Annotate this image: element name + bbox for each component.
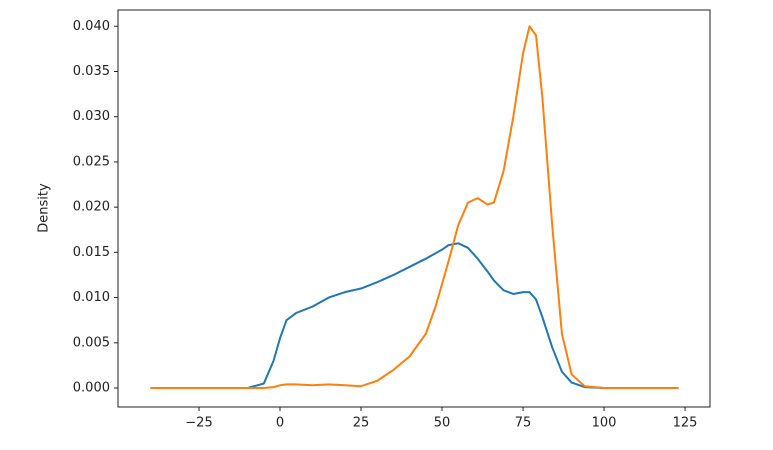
plot-frame [117,9,711,408]
y-tick-label: 0.025 [73,154,110,169]
y-tick-label: 0.030 [73,109,110,124]
density-line [150,242,679,390]
x-tick-label: 100 [592,416,617,431]
density-line [150,25,679,390]
y-axis-label: Density [37,183,52,233]
x-tick-label: 50 [434,416,451,431]
y-tick-label: 0.020 [73,200,110,215]
y-tick-label: 0.010 [73,290,110,305]
x-tick-label: 125 [673,416,698,431]
y-tick-label: 0.015 [73,245,110,260]
x-tick-label: 0 [276,416,284,431]
x-tick-label: 25 [353,416,370,431]
x-tick-label: 75 [515,416,532,431]
y-tick-label: 0.035 [73,64,110,79]
y-tick-label: 0.005 [73,335,110,350]
y-tick-label: 0.000 [73,381,110,396]
y-tick-label: 0.040 [73,19,110,34]
x-tick-label: −25 [185,416,212,431]
